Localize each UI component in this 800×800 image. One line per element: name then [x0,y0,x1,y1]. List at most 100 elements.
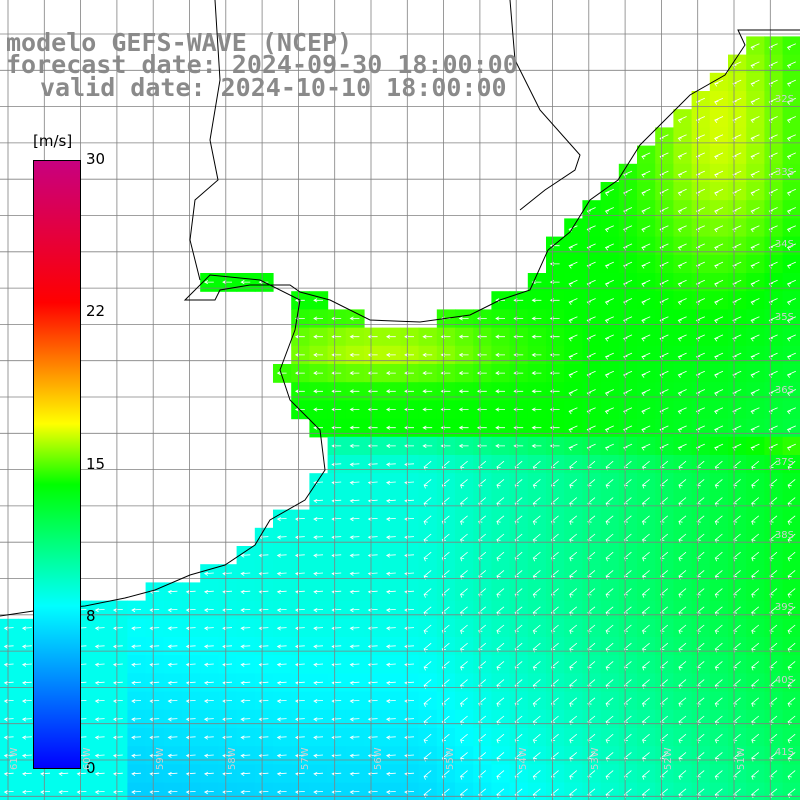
wind-cell [728,509,747,529]
wind-cell [564,527,583,547]
wind-cell [509,655,529,674]
wind-cell [582,546,602,565]
wind-cell [436,491,456,511]
wind-cell [546,455,565,474]
wind-cell [455,673,474,693]
coastline [0,29,800,617]
wind-arrow [203,753,214,758]
wind-arrow [258,735,269,740]
wind-arrow [787,460,796,471]
wind-arrow [605,515,614,525]
wind-arrow [458,389,469,394]
wind-cell [527,455,547,474]
wind-cell [418,509,438,529]
wind-arrow [58,771,69,777]
lat-label: 33S [774,167,794,178]
wind-cell [491,746,511,765]
wind-arrow [349,517,360,522]
wind-cell [764,455,784,474]
wind-arrow [768,43,778,51]
wind-arrow [714,407,724,415]
wind-cell [473,600,492,620]
wind-arrow [604,407,614,415]
wind-arrow [349,589,360,595]
wind-arrow [714,515,723,525]
lat-label: 32S [774,94,794,105]
wind-arrow [458,316,469,321]
wind-arrow [276,589,287,595]
wind-cell [546,637,565,656]
wind-arrow [641,279,651,287]
wind-cell [637,673,656,693]
wind-arrow [167,753,178,758]
wind-cell [527,473,547,492]
wind-arrow [569,624,578,635]
lon-label: 59W [155,747,166,770]
wind-cell [655,637,674,656]
wind-arrow [313,371,323,376]
wind-cell [491,527,511,547]
wind-arrow [531,352,542,357]
wind-arrow [605,588,614,598]
wind-cell [473,527,492,547]
wind-arrow [222,735,233,740]
wind-arrow [76,771,87,777]
wind-cell [600,564,620,583]
wind-arrow [458,443,469,448]
wind-arrow [768,425,778,433]
wind-cell [618,527,638,547]
wind-cell [509,600,529,620]
wind-arrow [714,116,724,124]
wind-cell [728,655,747,674]
wind-arrow [112,608,123,613]
wind-arrow [331,425,342,430]
lon-label: 61W [9,747,20,770]
wind-arrow [313,535,324,540]
wind-arrow [167,790,178,795]
colorbar-tick-30: 30 [86,150,106,168]
wind-arrow [677,316,687,324]
wind-cell [582,455,602,474]
wind-cell [436,527,456,547]
wind-arrow [714,188,724,196]
wind-cell [546,546,565,565]
wind-cell [455,455,474,474]
wind-cell [436,637,456,656]
wind-arrow [349,425,360,430]
wind-cell [491,709,511,729]
wind-arrow [313,608,324,613]
wind-cell [709,618,729,638]
wind-arrow [641,588,650,598]
wind-cell [455,473,474,492]
wind-arrow [459,515,468,525]
wind-arrow [750,61,760,69]
wind-cell [655,673,674,693]
wind-cell [564,491,583,511]
wind-arrow [313,589,324,595]
wind-cell [746,691,765,711]
wind-cell [618,637,638,656]
wind-cell [473,728,492,747]
wind-cell [418,691,438,711]
wind-cell [564,691,583,711]
wind-arrow [532,551,541,562]
wind-arrow [131,644,142,649]
wind-cell [618,728,638,747]
wind-arrow [94,790,105,795]
wind-arrow [641,352,651,360]
wind-arrow [349,626,360,631]
wind-arrow [714,334,724,342]
wind-arrow [94,771,105,777]
wind-arrow [768,261,778,269]
wind-arrow [496,733,505,744]
wind-cell [600,709,620,729]
wind-cell [473,618,492,638]
wind-cell [691,582,711,602]
wind-arrow [313,771,324,777]
wind-cell [546,655,565,674]
wind-cell [764,637,784,656]
wind-arrow [294,352,305,357]
wind-arrow [750,389,760,397]
wind-arrow [276,626,287,631]
wind-cell [418,455,438,474]
